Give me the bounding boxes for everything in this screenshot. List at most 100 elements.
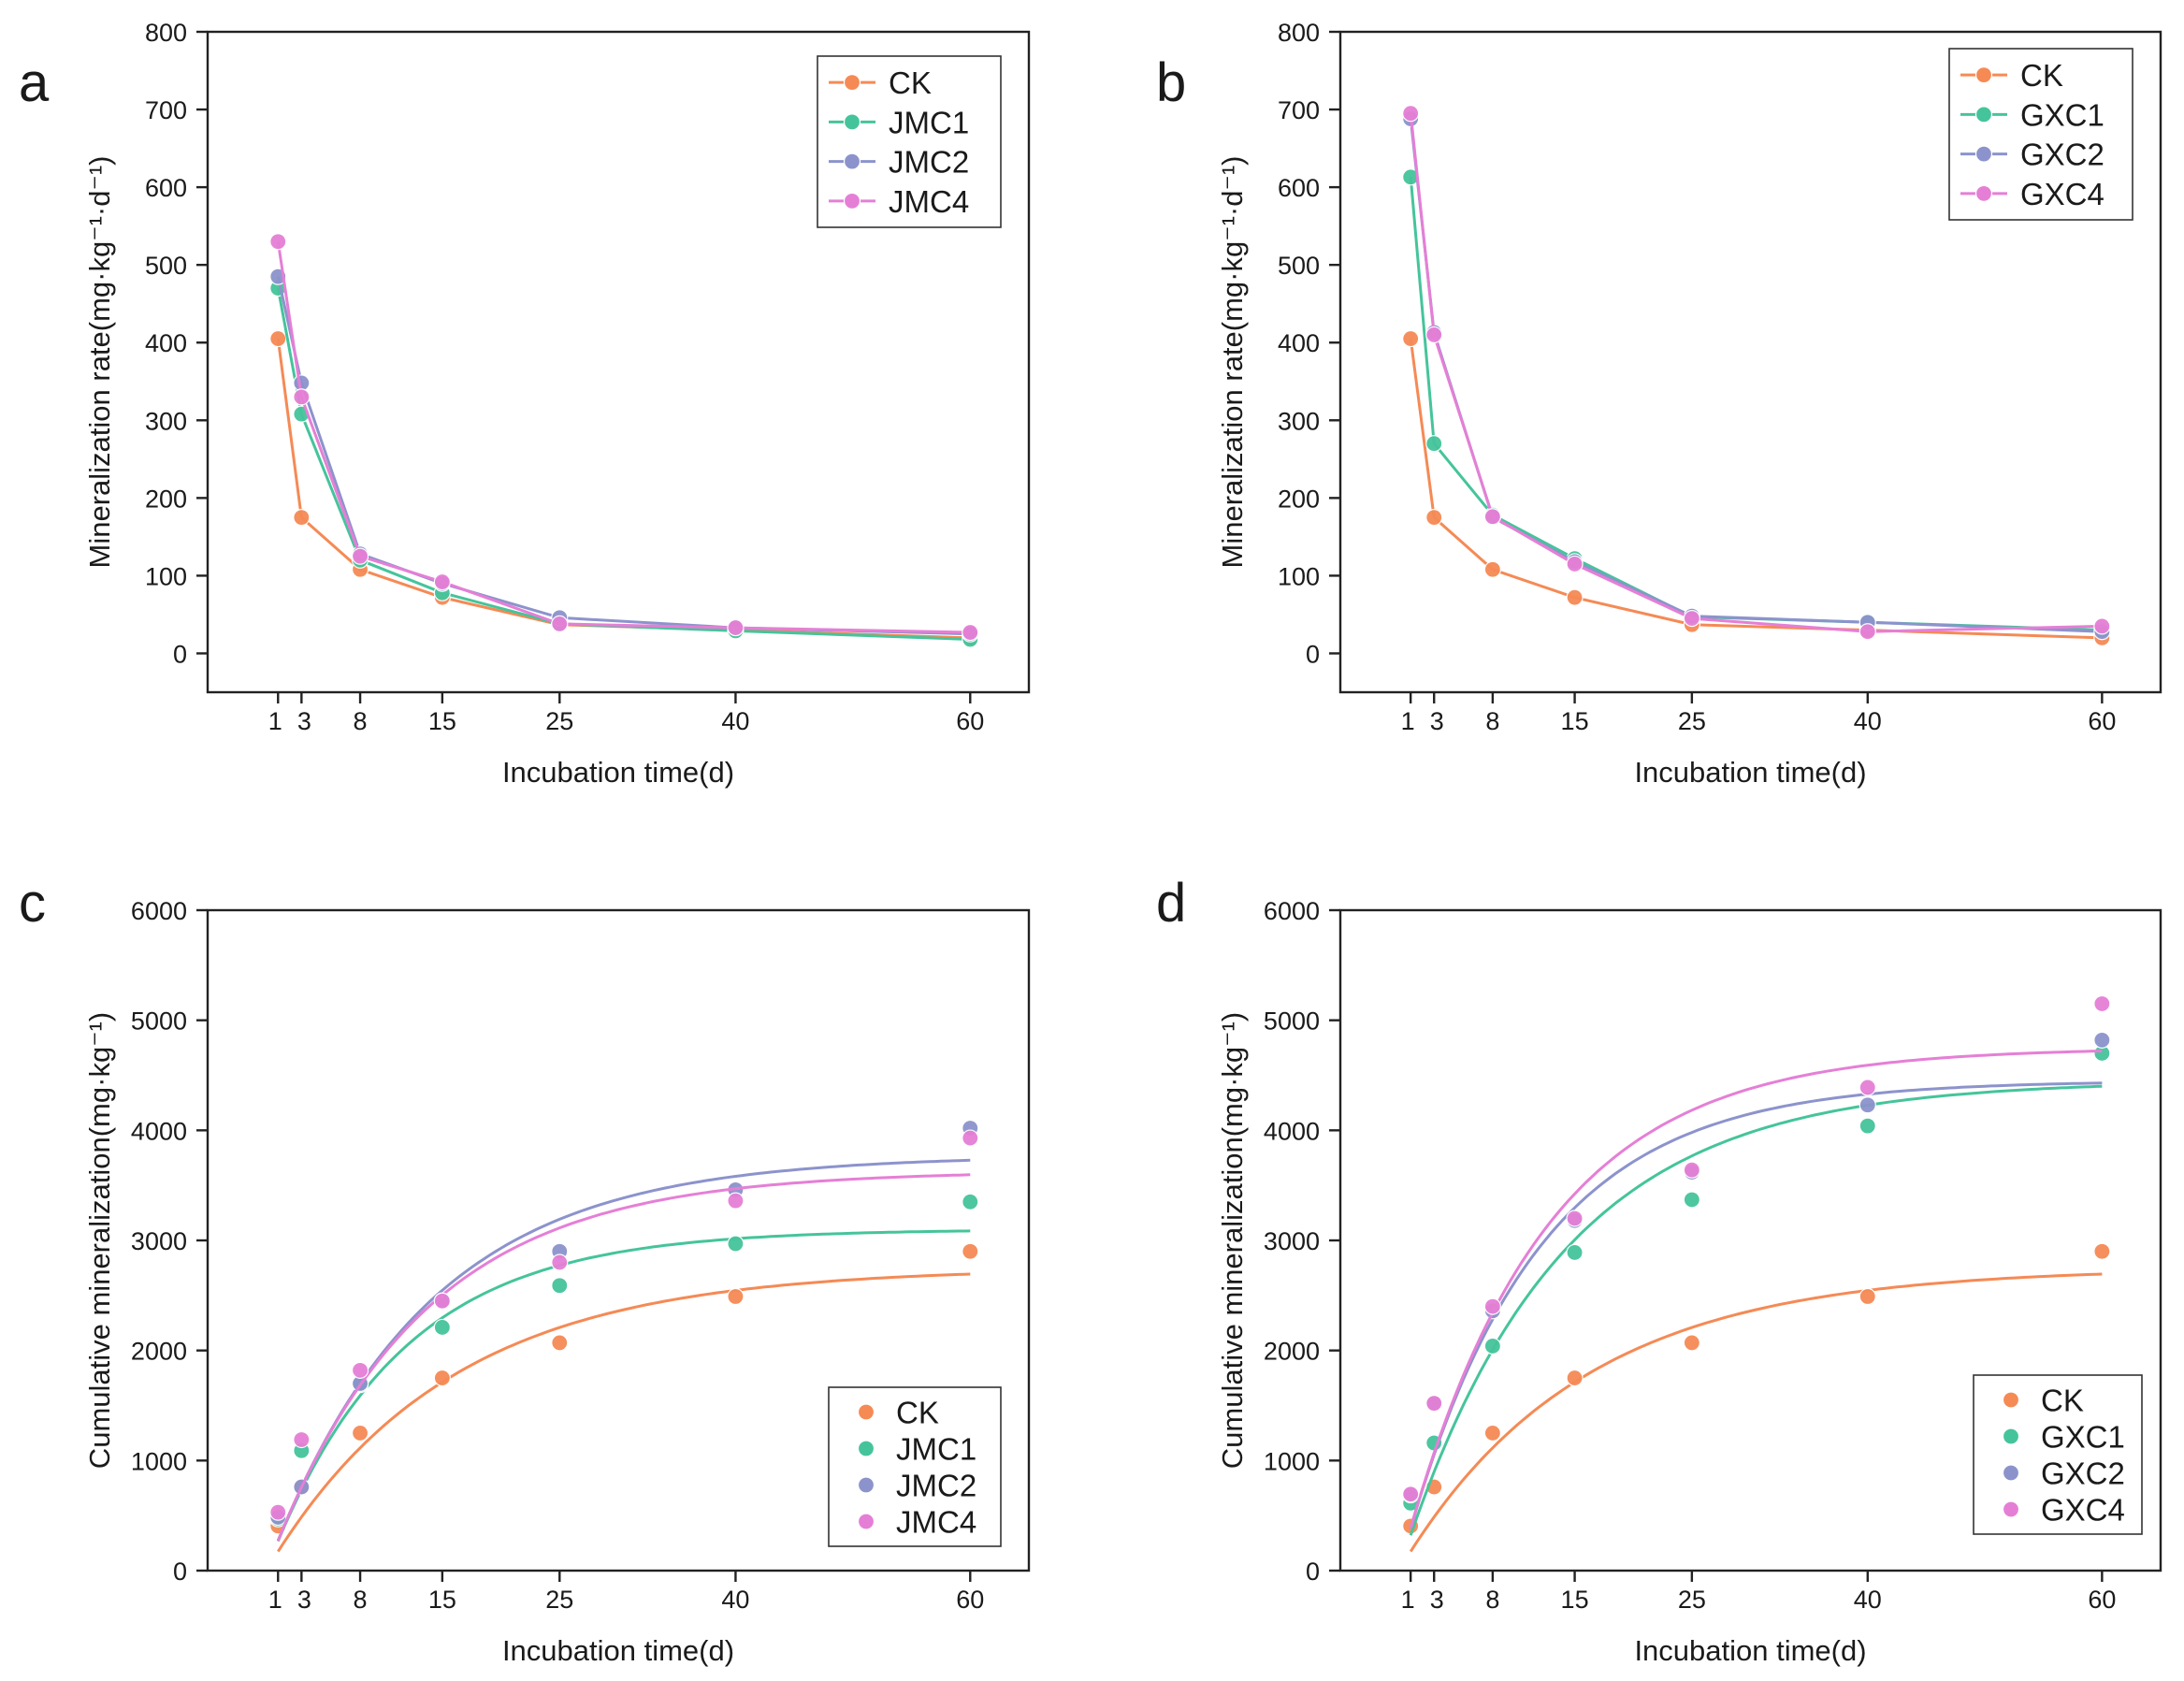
x-tick-label: 3	[1430, 1586, 1444, 1614]
x-tick-label: 15	[1561, 1586, 1589, 1614]
y-tick-label: 100	[145, 562, 187, 590]
legend-label: JMC1	[896, 1432, 976, 1467]
legend-marker	[1974, 184, 1993, 202]
legend-label: JMC1	[889, 105, 969, 139]
y-axis-label: Mineralization rate(mg·kg⁻¹·d⁻¹)	[1216, 156, 1249, 569]
fit-curve	[1409, 1050, 2103, 1529]
data-point	[962, 1242, 979, 1260]
y-tick-label: 4000	[1264, 1117, 1320, 1145]
y-tick-label: 800	[1278, 19, 1320, 47]
data-point	[351, 547, 369, 565]
fit-curve	[276, 1173, 971, 1542]
legend-item-ck: CK	[1960, 58, 2063, 93]
data-point	[269, 329, 287, 348]
y-tick-label: 1000	[131, 1447, 187, 1475]
y-tick-label: 300	[1278, 407, 1320, 435]
legend-label: CK	[896, 1396, 939, 1430]
x-tick-label: 25	[1678, 707, 1706, 735]
y-tick-label: 400	[1278, 329, 1320, 357]
legend-label: JMC4	[889, 184, 969, 219]
legend-marker	[2002, 1464, 2020, 1482]
chart-panel-a: a 0 100 200 300 400 500 600 700 800 1 3 8 15 25 40 60 Inc…	[19, 19, 1031, 789]
x-tick-label: 15	[428, 707, 456, 735]
legend-marker	[2002, 1500, 2020, 1518]
data-point	[2093, 1242, 2111, 1260]
legend-box	[828, 1386, 1002, 1547]
x-tick-label: 60	[2088, 707, 2116, 735]
data-point	[351, 1361, 369, 1379]
y-tick-label: 700	[1278, 96, 1320, 124]
legend-item-jmc2: JMC2	[829, 145, 969, 180]
data-point	[551, 1334, 569, 1352]
y-axis-label: Cumulative mineralization(mg·kg⁻¹)	[83, 1012, 116, 1469]
x-tick-label: 40	[1854, 707, 1882, 735]
legend-marker	[857, 1513, 875, 1530]
data-point	[1483, 1424, 1501, 1442]
x-tick-label: 40	[1854, 1586, 1882, 1614]
y-tick-label: 6000	[131, 897, 187, 925]
series-gxc4	[1402, 105, 2111, 641]
y-tick-label: 800	[145, 19, 187, 47]
x-tick-label: 1	[1401, 1586, 1415, 1614]
legend-marker	[843, 74, 861, 92]
data-point	[1425, 326, 1443, 344]
panel-letter: c	[19, 873, 46, 934]
legend-label: GXC1	[2020, 97, 2104, 132]
data-point	[962, 1129, 979, 1147]
y-tick-label: 1000	[1264, 1447, 1320, 1475]
data-point	[551, 615, 569, 633]
legend-marker	[843, 152, 861, 170]
panel-letter: a	[19, 52, 50, 113]
fit-curve	[276, 1158, 971, 1542]
x-tick-label: 8	[1485, 1586, 1499, 1614]
x-tick-label: 8	[354, 707, 368, 735]
legend-item-gxc1: GXC1	[1960, 97, 2104, 132]
series-jmc4	[269, 233, 979, 642]
legend-box	[1973, 1374, 2143, 1535]
fit-curve	[276, 1229, 971, 1543]
legend-item-jmc4: JMC4	[857, 1505, 976, 1540]
legend-item-gxc2: GXC2	[2002, 1456, 2125, 1491]
data-point	[1683, 1334, 1700, 1352]
data-point	[1859, 623, 1876, 641]
data-point	[1566, 555, 1584, 573]
x-tick-label: 60	[956, 707, 984, 735]
y-tick-label: 300	[145, 407, 187, 435]
y-axis-label: Mineralization rate(mg·kg⁻¹·d⁻¹)	[83, 156, 116, 569]
legend-marker	[857, 1440, 875, 1457]
legend-label: CK	[889, 65, 932, 100]
y-tick-label: 0	[1306, 1558, 1320, 1586]
x-tick-label: 1	[268, 1586, 282, 1614]
legend-item-ck: CK	[829, 65, 932, 100]
y-tick-label: 100	[1278, 562, 1320, 590]
data-point	[1425, 509, 1443, 527]
data-point	[269, 233, 287, 251]
y-tick-label: 0	[1306, 640, 1320, 668]
data-point	[433, 1292, 451, 1310]
legend-marker	[1974, 106, 1993, 123]
legend-marker	[843, 113, 861, 131]
x-tick-label: 8	[354, 1586, 368, 1614]
data-point	[1425, 435, 1443, 453]
legend-marker	[857, 1476, 875, 1494]
legend-marker	[857, 1403, 875, 1421]
data-point	[1683, 609, 1700, 628]
data-point	[433, 572, 451, 591]
data-point	[1683, 1191, 1700, 1209]
y-tick-label: 5000	[131, 1007, 187, 1036]
data-point	[1859, 1079, 1876, 1096]
legend-item-gxc4: GXC4	[2002, 1493, 2125, 1528]
data-point	[1402, 1485, 1420, 1503]
data-point	[1402, 105, 1420, 123]
x-tick-label: 1	[268, 707, 282, 735]
data-point	[1566, 588, 1584, 606]
x-tick-label: 40	[721, 1586, 749, 1614]
data-point	[293, 509, 311, 527]
data-point	[962, 1193, 979, 1210]
data-point	[962, 623, 979, 642]
legend-label: CK	[2020, 58, 2063, 93]
x-axis-label: Incubation time(d)	[1634, 756, 1866, 789]
legend-label: JMC4	[896, 1505, 976, 1540]
